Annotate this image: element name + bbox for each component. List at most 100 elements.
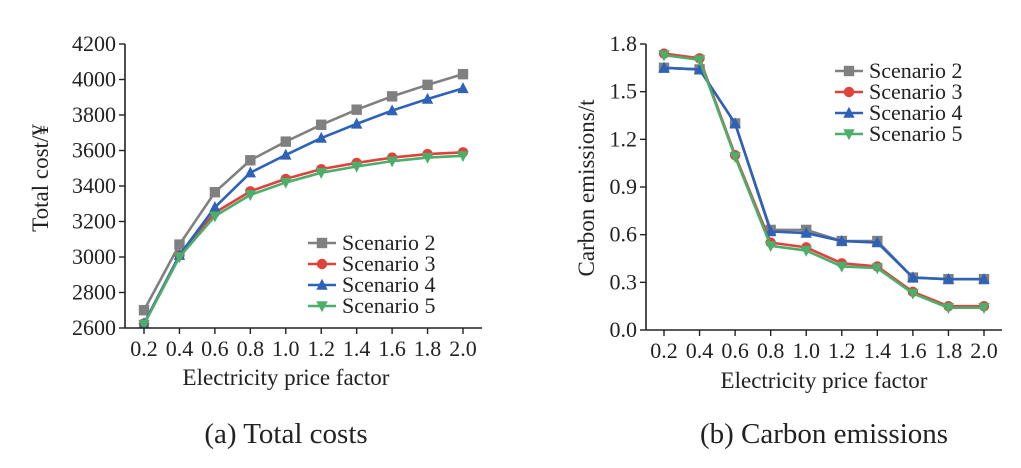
legend-entry: Scenario 4 <box>835 100 962 125</box>
x-tick-label: 1.8 <box>414 336 442 361</box>
panel-total-costs: 0.2 0.4 0.6 0.8 1.0 1.2 1.4 1.6 1.8 2.0 2600 2800 3… <box>28 31 482 450</box>
x-tick-label: 0.2 <box>650 338 678 363</box>
data-point <box>209 211 221 223</box>
data-point <box>315 167 327 179</box>
data-point <box>209 201 221 212</box>
legend-label: Scenario 5 <box>869 121 962 146</box>
y-tick-label: 3400 <box>72 173 116 198</box>
data-point <box>350 117 363 129</box>
legend-entry: Scenario 2 <box>308 230 435 255</box>
x-tick-label: 2.0 <box>970 338 998 363</box>
data-point <box>280 136 291 147</box>
axes <box>119 43 482 334</box>
data-point <box>422 79 433 91</box>
data-point <box>421 152 434 164</box>
x-tick-labels: 0.2 0.4 0.6 0.8 1.0 1.2 1.4 1.6 1.8 2.0 <box>650 338 998 363</box>
data-point <box>173 252 186 264</box>
x-tick-label: 1.8 <box>935 338 963 363</box>
series-line <box>142 154 464 326</box>
legend-entry: Scenario 4 <box>308 272 435 297</box>
x-tick-label: 1.4 <box>864 338 892 363</box>
data-point <box>907 271 919 283</box>
data-point <box>350 161 363 173</box>
data-point <box>978 272 990 284</box>
x-tick-label: 1.2 <box>828 338 856 363</box>
y-tick-labels: 2600 2800 3000 3200 3400 3600 3800 4000 4200 <box>72 31 116 340</box>
data-point <box>764 241 777 252</box>
plot-area <box>658 48 990 314</box>
y-tick-label: 0.6 <box>610 222 638 247</box>
plot-area <box>138 68 469 331</box>
y-tick-label: 1.5 <box>610 79 638 104</box>
x-tick-label: 0.6 <box>201 336 229 361</box>
y-tick-label: 4000 <box>72 67 116 92</box>
legend-entry: Scenario 5 <box>835 121 962 146</box>
data-point <box>245 155 256 166</box>
data-point <box>386 104 398 116</box>
x-axis-label: Electricity price factor <box>721 368 928 393</box>
x-tick-labels: 0.2 0.4 0.6 0.8 1.0 1.2 1.4 1.6 1.8 2.0 <box>130 336 477 361</box>
data-point <box>693 55 706 67</box>
y-tick-label: 1.8 <box>610 31 638 56</box>
data-point <box>978 303 990 314</box>
y-tick-label: 2600 <box>72 315 116 340</box>
data-point <box>457 151 469 163</box>
data-point <box>138 319 150 331</box>
x-tick-label: 1.6 <box>899 338 927 363</box>
x-tick-label: 1.6 <box>378 336 406 361</box>
legend-label: Scenario 3 <box>869 79 962 104</box>
y-tick-label: 3800 <box>72 102 116 127</box>
panel-carbon-emissions: 0.2 0.4 0.6 0.8 1.0 1.2 1.4 1.6 1.8 2.0 0.0 0.3 0.6… <box>574 31 1002 450</box>
data-point <box>457 68 469 80</box>
legend-swatch-marker <box>316 237 328 249</box>
series-line <box>663 66 984 281</box>
data-point <box>871 263 884 275</box>
legend-swatch-marker <box>316 278 328 290</box>
legend-label: Scenario 4 <box>869 100 962 125</box>
series-scenario-2 <box>138 68 469 316</box>
data-point <box>209 187 221 198</box>
chart-caption: (a) Total costs <box>204 418 367 450</box>
data-point <box>421 92 434 104</box>
y-tick-label: 4200 <box>72 31 116 56</box>
legend-entry: Scenario 2 <box>835 58 962 83</box>
series-line <box>142 150 464 325</box>
legend-entry: Scenario 5 <box>308 293 435 318</box>
data-point <box>280 148 292 160</box>
x-tick-label: 0.2 <box>130 336 158 361</box>
data-point <box>800 245 812 257</box>
legend-swatch-marker <box>316 301 328 313</box>
legend-swatch-marker <box>843 65 855 77</box>
data-point <box>244 190 257 202</box>
legend-swatch-marker <box>843 106 855 118</box>
chart-caption: (b) Carbon emissions <box>700 418 948 450</box>
data-point <box>836 261 848 273</box>
y-tick-label: 3600 <box>72 138 116 163</box>
y-tick-label: 3200 <box>72 209 116 234</box>
data-point <box>658 61 670 73</box>
axes <box>640 43 1002 336</box>
x-tick-label: 2.0 <box>449 336 477 361</box>
series-line <box>142 87 464 325</box>
data-point <box>315 131 327 143</box>
y-tick-label: 0.3 <box>610 269 638 294</box>
series-line <box>663 53 984 310</box>
y-tick-label: 1.2 <box>610 126 638 151</box>
data-point <box>764 225 777 237</box>
y-tick-label: 0.9 <box>610 174 638 199</box>
data-point <box>244 166 257 178</box>
series-scenario-5 <box>138 151 469 331</box>
data-point <box>729 117 741 129</box>
x-tick-label: 1.2 <box>307 336 335 361</box>
data-point <box>386 91 398 102</box>
data-point <box>871 236 884 248</box>
series-scenario-4 <box>658 61 990 284</box>
x-tick-label: 0.8 <box>237 336 265 361</box>
data-point <box>457 82 469 94</box>
data-point <box>907 288 919 300</box>
y-tick-label: 2800 <box>72 280 116 305</box>
legend-label: Scenario 2 <box>342 230 435 255</box>
data-point <box>351 104 362 115</box>
